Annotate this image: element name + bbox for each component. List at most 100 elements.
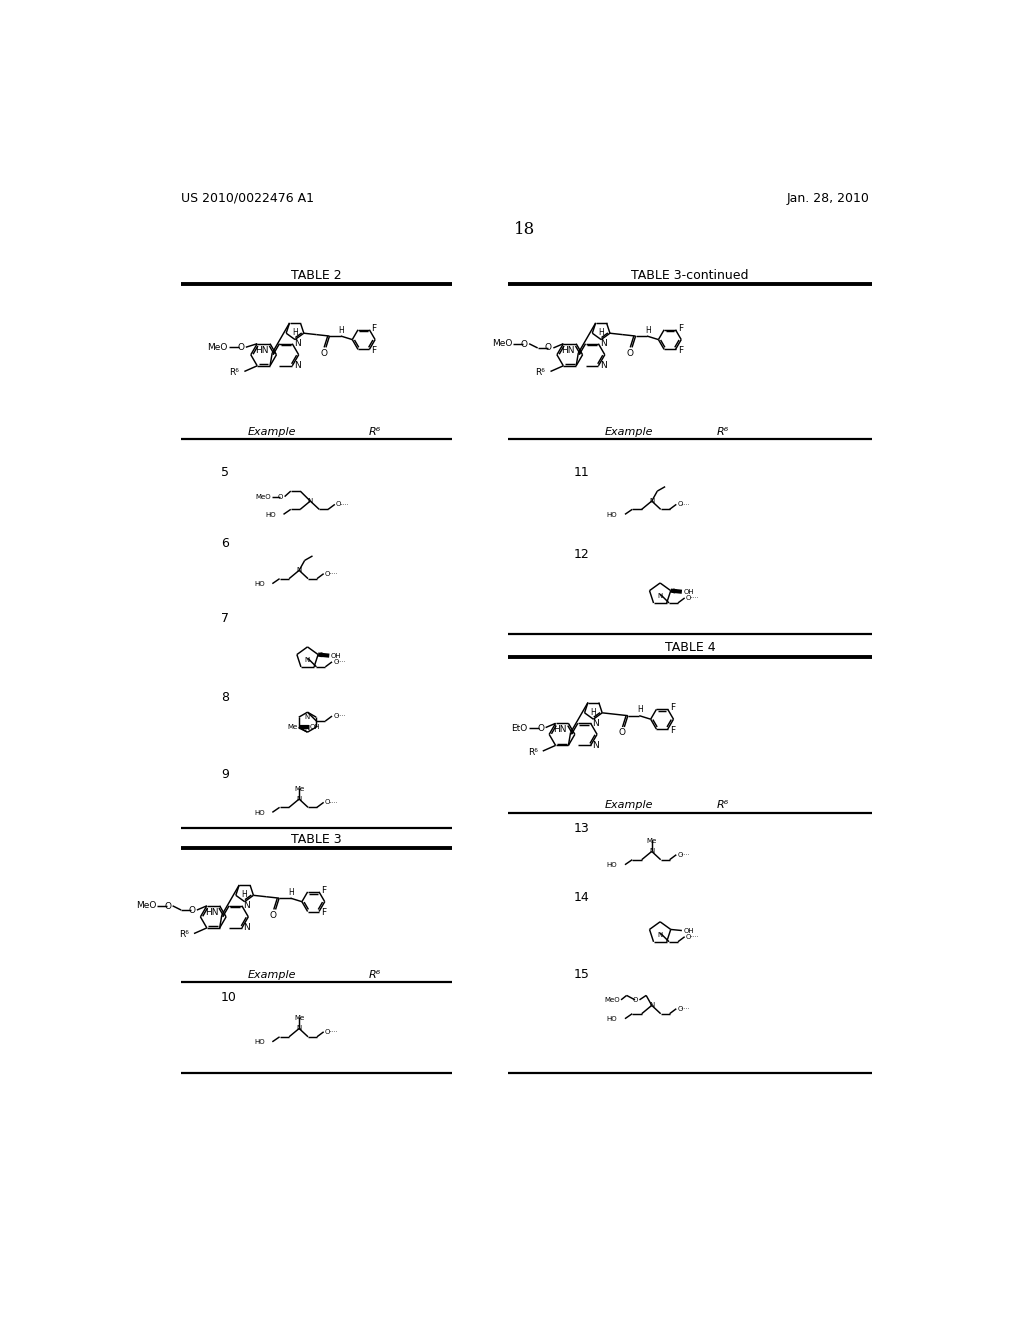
Text: Me: Me <box>294 785 304 792</box>
Text: HN: HN <box>561 346 574 355</box>
Text: F: F <box>372 346 377 355</box>
Text: TABLE 2: TABLE 2 <box>291 269 342 282</box>
Text: Example: Example <box>604 800 653 810</box>
Text: O: O <box>270 911 276 920</box>
Text: N: N <box>305 725 310 731</box>
Text: 8: 8 <box>221 690 229 704</box>
Text: R⁶: R⁶ <box>717 800 729 810</box>
Text: HO: HO <box>254 1039 264 1045</box>
Text: N: N <box>657 932 663 939</box>
Text: N: N <box>649 498 654 504</box>
Text: 5: 5 <box>221 466 229 479</box>
Text: HN: HN <box>205 908 218 917</box>
Text: OH: OH <box>331 652 342 659</box>
Text: N: N <box>294 339 301 348</box>
Text: MeO: MeO <box>256 494 271 499</box>
Text: O: O <box>678 1006 683 1011</box>
Text: OH: OH <box>684 589 694 595</box>
Text: ·····: ····· <box>328 800 338 805</box>
Text: R⁶: R⁶ <box>369 426 381 437</box>
Text: 15: 15 <box>573 968 590 981</box>
Text: 18: 18 <box>514 220 536 238</box>
Text: R⁶: R⁶ <box>536 368 546 378</box>
Text: F: F <box>670 726 675 735</box>
Text: HO: HO <box>606 512 617 517</box>
Text: 10: 10 <box>221 991 237 1005</box>
Text: HN: HN <box>255 346 268 355</box>
Text: MeO: MeO <box>604 997 620 1003</box>
Text: O: O <box>238 343 245 351</box>
Text: O: O <box>520 341 527 348</box>
Text: O: O <box>333 659 339 665</box>
Text: O: O <box>333 713 339 719</box>
Text: O: O <box>618 729 626 737</box>
Text: Example: Example <box>248 970 297 979</box>
Text: OH: OH <box>310 725 321 730</box>
Text: O: O <box>686 595 691 601</box>
Text: N: N <box>244 902 250 911</box>
Text: H: H <box>645 326 650 335</box>
Text: HO: HO <box>606 862 617 869</box>
Text: R⁶: R⁶ <box>369 970 381 979</box>
Text: MeO: MeO <box>493 339 513 348</box>
Text: N: N <box>600 339 606 348</box>
Text: O: O <box>678 851 683 858</box>
Text: N: N <box>592 719 599 727</box>
Text: TABLE 4: TABLE 4 <box>665 640 715 653</box>
Text: H: H <box>339 326 344 335</box>
Text: Me: Me <box>294 1015 304 1022</box>
Text: H: H <box>637 705 643 714</box>
Text: N: N <box>297 796 302 803</box>
Text: F: F <box>372 323 377 333</box>
Text: H: H <box>591 708 596 717</box>
Text: N: N <box>307 498 313 504</box>
Text: O: O <box>633 997 638 1003</box>
Text: MeO: MeO <box>136 902 157 911</box>
Text: ·····: ····· <box>681 1006 690 1011</box>
Text: HO: HO <box>254 810 264 816</box>
Text: F: F <box>322 886 327 895</box>
Text: N: N <box>294 362 301 371</box>
Text: HO: HO <box>265 512 275 517</box>
Text: O: O <box>164 902 171 911</box>
Text: R⁶: R⁶ <box>179 931 189 940</box>
Text: 9: 9 <box>221 768 229 781</box>
Text: O: O <box>325 1028 330 1035</box>
Text: O: O <box>325 800 330 805</box>
Text: 13: 13 <box>573 822 590 834</box>
Text: N: N <box>297 1026 302 1031</box>
Text: TABLE 3: TABLE 3 <box>291 833 342 846</box>
Text: Me: Me <box>287 723 297 730</box>
Text: O: O <box>678 502 683 507</box>
Text: O: O <box>279 494 284 499</box>
Text: ·····: ····· <box>689 935 698 940</box>
Text: H: H <box>289 888 294 898</box>
Text: N: N <box>600 362 606 371</box>
Text: N: N <box>244 924 250 932</box>
Text: 6: 6 <box>221 537 229 550</box>
Text: O: O <box>538 723 544 733</box>
Text: 14: 14 <box>573 891 590 904</box>
Text: 7: 7 <box>221 612 229 626</box>
Text: N: N <box>657 593 663 599</box>
Text: O: O <box>321 348 328 358</box>
Text: R⁶: R⁶ <box>527 748 538 756</box>
Text: N: N <box>305 657 310 663</box>
Text: N: N <box>649 1002 654 1008</box>
Text: US 2010/0022476 A1: US 2010/0022476 A1 <box>180 191 313 205</box>
Text: O: O <box>686 933 691 940</box>
Text: N: N <box>649 849 654 854</box>
Text: Example: Example <box>248 426 297 437</box>
Text: ·····: ····· <box>337 660 346 664</box>
Text: ·····: ····· <box>681 502 690 507</box>
Text: Example: Example <box>604 426 653 437</box>
Text: ·····: ····· <box>328 1030 338 1035</box>
Text: N: N <box>297 568 302 573</box>
Text: O: O <box>188 906 196 915</box>
Text: HN: HN <box>554 725 567 734</box>
Text: EtO: EtO <box>512 723 527 733</box>
Text: Me: Me <box>646 838 656 843</box>
Text: HO: HO <box>606 1016 617 1022</box>
Text: F: F <box>678 346 683 355</box>
Text: H: H <box>598 327 604 337</box>
